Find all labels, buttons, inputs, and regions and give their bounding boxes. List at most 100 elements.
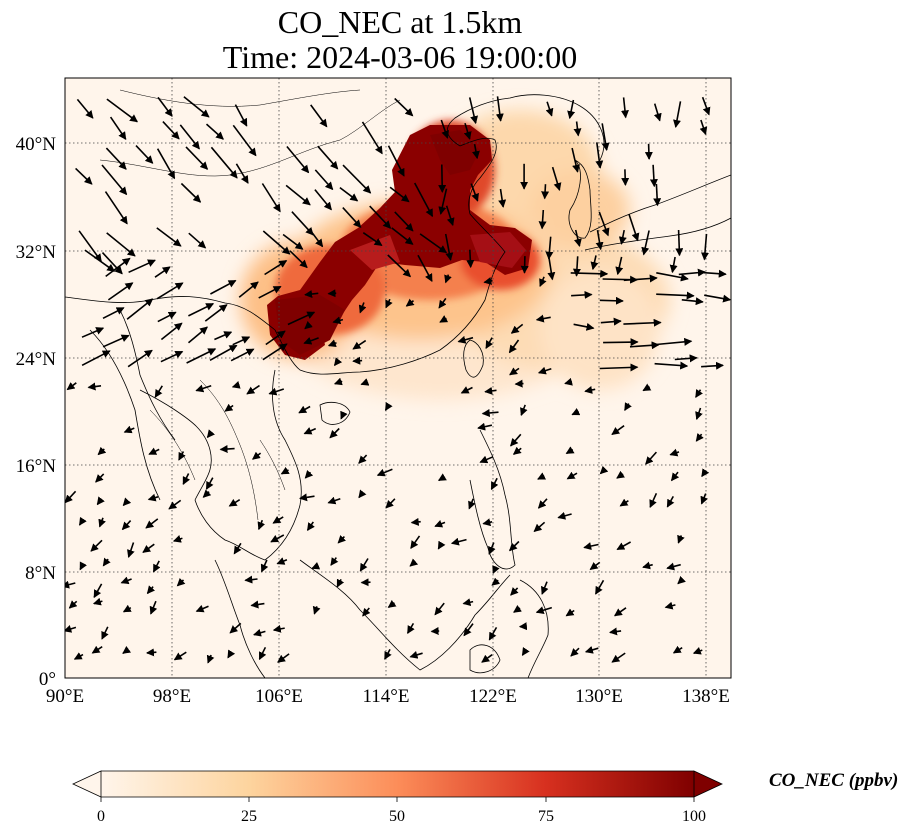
wind-arrow	[445, 205, 455, 227]
wind-arrow	[261, 183, 281, 213]
wind-arrow	[101, 164, 128, 196]
wind-arrow	[157, 311, 177, 323]
wind-arrow	[187, 326, 208, 344]
wind-arrow	[68, 600, 78, 609]
wind-arrow	[342, 164, 372, 194]
wind-arrow	[262, 343, 288, 361]
wind-arrow	[76, 98, 94, 119]
wind-arrow	[149, 600, 158, 615]
wind-arrow	[613, 607, 627, 617]
wind-arrow	[564, 377, 573, 386]
wind-arrow	[649, 492, 658, 509]
wind-arrow	[265, 330, 286, 346]
wind-arrow	[695, 389, 703, 398]
wind-arrow	[195, 384, 212, 393]
wind-arrow	[304, 320, 313, 330]
wind-arrow	[282, 233, 304, 250]
wind-arrow	[327, 289, 337, 298]
wind-arrow	[621, 169, 630, 186]
wind-arrow	[571, 407, 581, 416]
wind-arrow	[628, 214, 640, 242]
wind-arrow	[230, 348, 255, 362]
wind-arrow	[304, 290, 319, 298]
coastlines	[65, 94, 731, 678]
lon-tick-label: 122°E	[469, 686, 517, 707]
colorbar-tick-label: 0	[97, 808, 105, 825]
wind-arrow	[666, 496, 675, 508]
wind-arrow	[358, 454, 368, 464]
wind-arrow	[611, 652, 626, 663]
wind-arrow	[152, 560, 161, 573]
wind-arrow	[314, 189, 332, 211]
wind-arrow	[701, 96, 711, 116]
wind-arrow	[620, 97, 629, 119]
wind-arrow	[280, 466, 290, 475]
wind-arrow	[376, 468, 393, 477]
wind-arrow	[468, 498, 476, 510]
wind-arrow	[202, 489, 212, 498]
wind-arrow	[250, 600, 265, 609]
wind-arrow	[673, 101, 682, 128]
wind-arrow	[481, 408, 499, 417]
wind-arrow	[518, 622, 528, 631]
wind-arrow	[485, 337, 494, 349]
wind-arrow	[567, 99, 576, 120]
wind-arrow	[262, 230, 291, 255]
wind-arrow	[359, 558, 369, 572]
wind-arrow	[93, 583, 103, 599]
wind-arrow	[573, 121, 582, 137]
wind-arrow	[463, 623, 474, 637]
wind-arrow	[127, 349, 153, 368]
wind-arrow	[681, 297, 704, 306]
wind-arrow	[599, 296, 624, 305]
wind-arrow	[101, 626, 109, 640]
wind-arrow	[308, 228, 324, 248]
colorbar-extend-high	[693, 770, 723, 798]
wind-arrow	[619, 498, 629, 507]
wind-arrow	[362, 607, 371, 617]
wind-arrow	[333, 377, 343, 386]
wind-arrow	[545, 236, 554, 260]
wind-arrow	[154, 266, 171, 278]
wind-arrow	[460, 386, 473, 394]
wind-arrow	[101, 252, 123, 275]
wind-arrow	[232, 336, 251, 346]
wind-arrow	[394, 97, 414, 117]
lat-tick-label: 16°N	[16, 456, 57, 477]
wind-arrow	[206, 429, 216, 439]
wind-arrow	[87, 382, 102, 391]
wind-arrow	[317, 145, 339, 170]
wind-arrow	[438, 164, 447, 193]
wind-arrow	[618, 229, 627, 245]
colorbar-tick-label: 100	[682, 808, 706, 825]
wind-arrow	[385, 498, 396, 509]
map-title: CO_NEC at 1.5km	[277, 4, 523, 40]
wind-arrow	[573, 229, 582, 247]
wind-arrow	[666, 562, 681, 571]
wind-arrow	[540, 581, 549, 595]
wind-arrow	[299, 493, 315, 502]
wind-arrow	[675, 229, 684, 257]
wind-arrow	[81, 327, 105, 338]
wind-arrow	[520, 404, 528, 417]
wind-arrow	[471, 143, 480, 160]
wind-arrow	[105, 147, 127, 170]
wind-vectors	[65, 96, 731, 664]
wind-arrow	[600, 317, 622, 326]
wind-arrow	[410, 517, 421, 526]
wind-arrow	[462, 598, 474, 607]
wind-arrow	[510, 323, 524, 334]
wind-arrow	[270, 534, 285, 543]
wind-arrow	[479, 455, 494, 464]
wind-arrow	[303, 337, 319, 345]
wind-arrow	[310, 104, 328, 128]
wind-arrow	[450, 537, 467, 546]
wind-arrow	[384, 649, 392, 660]
wind-arrow	[327, 339, 337, 347]
wind-arrow	[333, 357, 343, 367]
wind-arrow	[97, 446, 107, 456]
wind-arrow	[339, 186, 359, 202]
wind-arrow	[148, 447, 160, 455]
wind-arrow	[551, 166, 562, 191]
wind-arrow	[224, 403, 234, 412]
